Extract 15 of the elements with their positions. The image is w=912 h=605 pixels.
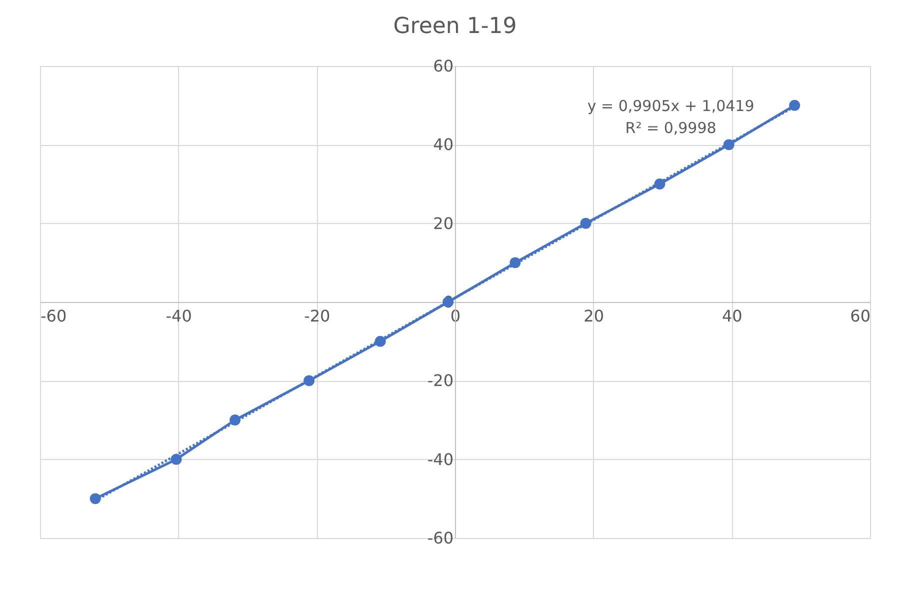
annotation: y = 0,9905x + 1,0419	[587, 97, 754, 115]
y-tick-label: 60	[433, 56, 454, 76]
x-tick-label: 60	[850, 306, 870, 326]
y-tick-label: -60	[427, 528, 454, 548]
y-tick-label: -40	[427, 450, 454, 469]
chart-title: Green 1-19	[393, 14, 517, 39]
x-tick-label: -60	[40, 306, 67, 326]
x-tick-label: 20	[584, 306, 604, 326]
x-tick-label: 40	[722, 306, 742, 326]
y-tick-label: 40	[433, 135, 454, 154]
annotation: R² = 0,9998	[625, 119, 716, 137]
y-tick-label: -20	[427, 371, 454, 390]
y-tick-label: 20	[433, 214, 454, 233]
x-tick-label: -40	[166, 306, 192, 326]
x-tick-label: -20	[304, 306, 330, 326]
